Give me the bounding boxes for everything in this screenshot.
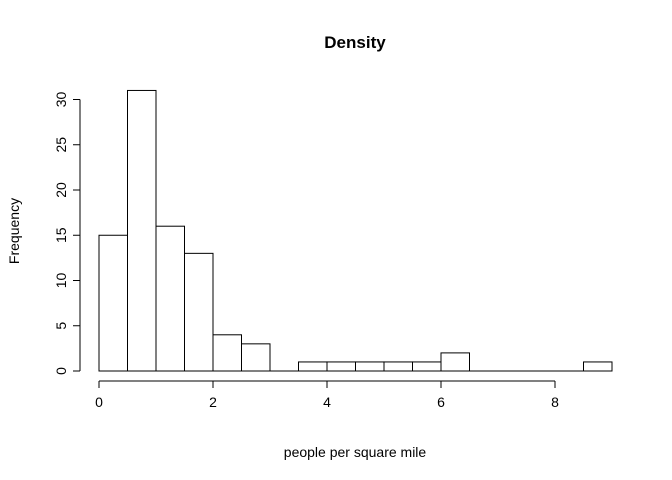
x-tick-label-4: 8 — [551, 394, 559, 410]
histogram-bar-17 — [583, 361, 613, 372]
histogram-bar-7 — [298, 361, 328, 372]
histogram-bar-11 — [412, 361, 442, 372]
y-tick-label-0: 0 — [53, 367, 69, 375]
histogram-bar-1 — [127, 89, 157, 372]
histogram-bar-5 — [241, 343, 271, 372]
bars-group — [98, 89, 613, 372]
histogram-bar-4 — [212, 334, 242, 372]
histogram-bar-3 — [184, 252, 214, 372]
x-tick-label-3: 6 — [437, 394, 445, 410]
histogram-bar-2 — [155, 225, 185, 372]
x-tick-label-1: 2 — [209, 394, 217, 410]
y-tick-label-4: 20 — [53, 182, 69, 198]
histogram-bar-12 — [440, 352, 470, 372]
x-tick-label-0: 0 — [95, 394, 103, 410]
y-axis-label: Frequency — [6, 198, 22, 264]
y-tick-label-3: 15 — [53, 227, 69, 243]
histogram-bar-10 — [383, 361, 413, 372]
y-tick-label-5: 25 — [53, 137, 69, 153]
chart-title: Density — [324, 33, 386, 52]
y-tick-label-1: 5 — [53, 322, 69, 330]
x-axis-label: people per square mile — [284, 444, 427, 460]
histogram-bar-9 — [355, 361, 385, 372]
x-tick-label-2: 4 — [323, 394, 331, 410]
y-axis: 0 5 10 15 20 25 30 — [53, 92, 81, 375]
y-tick-label-2: 10 — [53, 273, 69, 289]
y-tick-label-6: 30 — [53, 92, 69, 108]
x-axis: 0 2 4 6 8 — [95, 380, 559, 410]
histogram-bar-0 — [98, 234, 128, 372]
histogram-bar-8 — [326, 361, 356, 372]
